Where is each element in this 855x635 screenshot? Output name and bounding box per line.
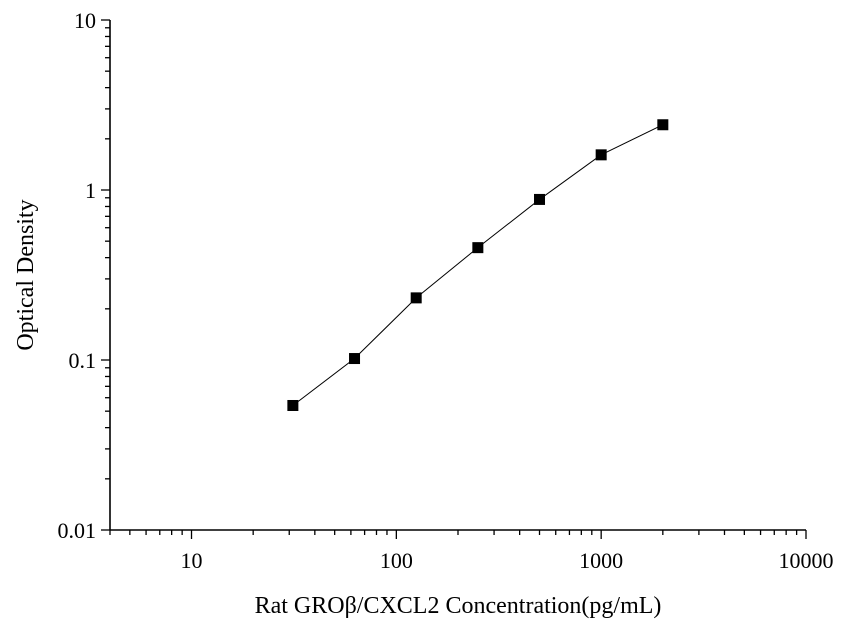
y-axis-title: Optical Density	[13, 199, 39, 350]
data-point	[595, 149, 607, 161]
x-ticks: 10 100 1000 10000	[109, 530, 834, 573]
y-ticks: 0.01 0.1 1 10	[58, 8, 110, 543]
series-layer	[287, 119, 669, 411]
data-point	[472, 242, 484, 254]
data-point	[657, 119, 669, 131]
data-point	[349, 353, 361, 365]
y-tick-label: 10	[74, 8, 96, 33]
x-tick-label: 10000	[779, 548, 834, 573]
data-point	[534, 193, 546, 205]
x-tick-label: 10	[181, 548, 203, 573]
data-point	[287, 399, 299, 411]
series-line	[292, 124, 664, 406]
y-tick-label: 1	[85, 178, 96, 203]
y-tick-label: 0.01	[58, 518, 97, 543]
axes	[109, 20, 806, 531]
x-tick-label: 100	[380, 548, 413, 573]
data-point	[410, 292, 422, 304]
x-axis-title: Rat GROβ/CXCL2 Concentration(pg/mL)	[255, 593, 662, 619]
y-tick-label: 0.1	[69, 348, 97, 373]
x-tick-label: 1000	[579, 548, 623, 573]
